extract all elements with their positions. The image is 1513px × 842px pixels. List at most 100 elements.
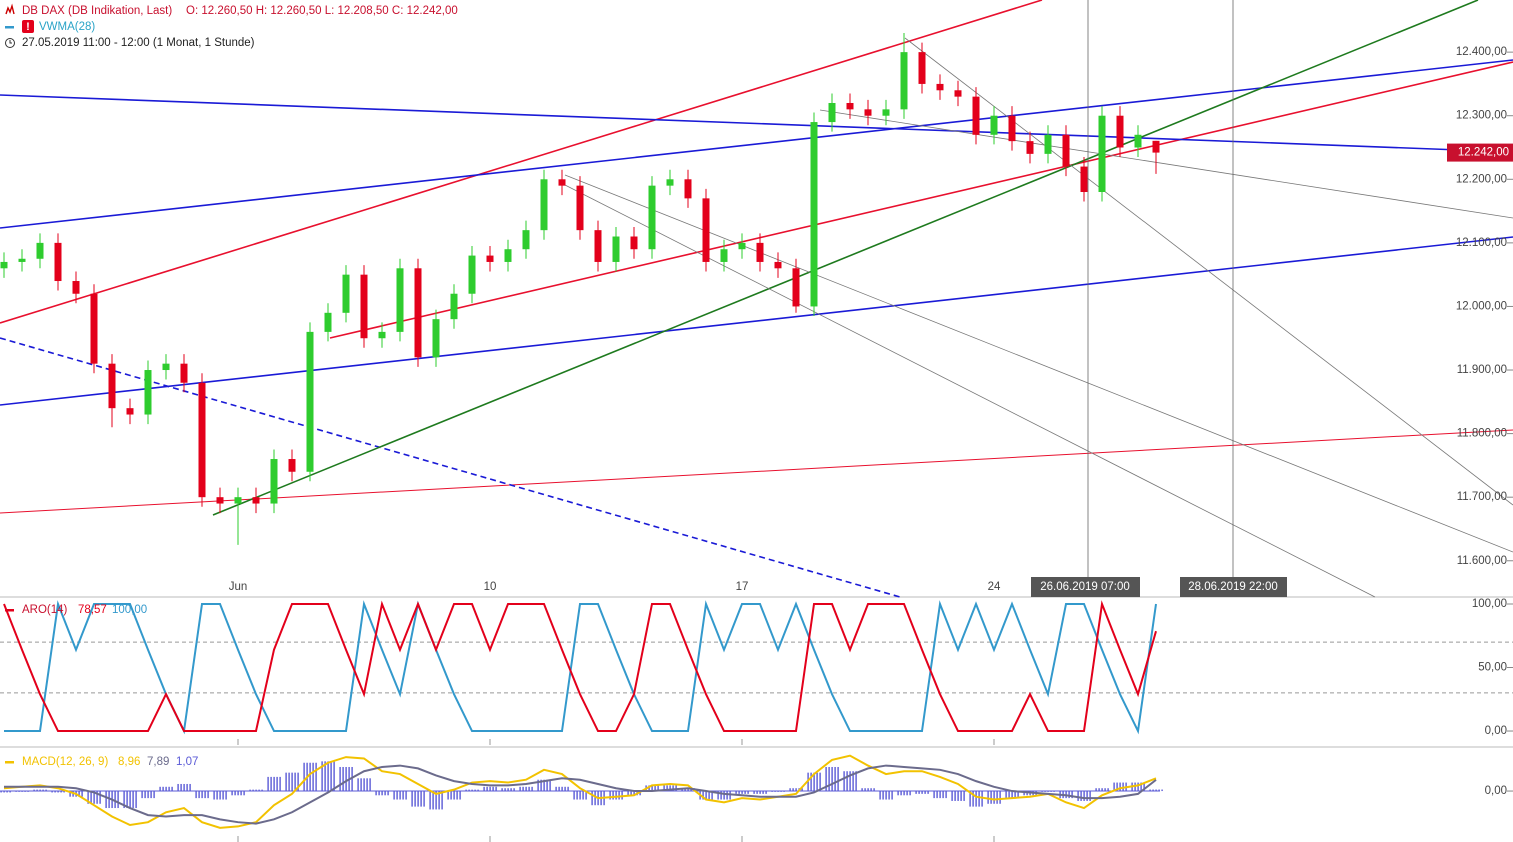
- histogram-bar: [153, 791, 155, 799]
- histogram-bar: [666, 785, 668, 792]
- trend-line: [904, 37, 1513, 506]
- histogram-bar: [396, 791, 398, 800]
- histogram-bar: [573, 791, 575, 800]
- candle-body: [360, 274, 368, 339]
- histogram-bar: [1161, 789, 1163, 792]
- histogram-bar: [924, 791, 926, 794]
- histogram-bar: [345, 766, 347, 792]
- histogram-bar: [759, 791, 761, 794]
- histogram-bar: [477, 789, 479, 792]
- histogram-bar: [1089, 791, 1091, 801]
- histogram-bar: [1116, 782, 1118, 792]
- histogram-bar: [651, 785, 653, 792]
- chart-icon: [5, 3, 15, 15]
- histogram-bar: [996, 791, 998, 804]
- clock-icon: [5, 38, 15, 48]
- histogram-bar: [969, 791, 971, 807]
- candle-body: [378, 331, 386, 339]
- histogram-bar: [963, 791, 965, 801]
- aroon-line: [3, 600, 1157, 733]
- histogram-bar: [381, 791, 383, 796]
- histogram-bar: [129, 791, 131, 809]
- histogram-bar: [960, 791, 962, 801]
- histogram-bar: [486, 786, 488, 792]
- histogram-bar: [981, 791, 983, 807]
- histogram-bar: [531, 786, 533, 792]
- histogram-bar: [333, 761, 335, 792]
- histogram-bar: [3, 791, 5, 793]
- histogram-bar: [873, 788, 875, 792]
- histogram-bar: [795, 788, 797, 792]
- histogram-bar: [441, 791, 443, 810]
- histogram-bar: [1113, 782, 1115, 792]
- ohlc-summary: O: 12.260,50 H: 12.260,50 L: 12.208,50 C…: [186, 5, 458, 17]
- date-markers: 26.06.2019 07:00 28.06.2019 22:00: [1031, 577, 1287, 597]
- histogram-bar: [375, 791, 377, 796]
- y-tick-label: 12.000,00: [1456, 300, 1507, 312]
- candle-body: [324, 312, 332, 332]
- histogram-bar: [429, 791, 431, 810]
- legend-value: 8,96: [118, 756, 140, 768]
- histogram-bar: [852, 771, 854, 792]
- candle-body: [954, 90, 962, 97]
- histogram-bar: [504, 788, 506, 792]
- histogram-bar: [195, 791, 197, 799]
- legend-swatch: [5, 26, 14, 29]
- histogram-bar: [657, 785, 659, 792]
- histogram-bar: [837, 766, 839, 792]
- y-tick-label: 11.900,00: [1457, 364, 1507, 376]
- candle-body: [450, 293, 458, 320]
- histogram-bar: [261, 789, 263, 792]
- histogram-bar: [687, 788, 689, 792]
- histogram-bar: [126, 791, 128, 809]
- histogram-bar: [147, 791, 149, 799]
- histogram-bar: [267, 776, 269, 792]
- histogram-bar: [864, 788, 866, 792]
- histogram-bar: [648, 785, 650, 792]
- x-tick-label: 17: [736, 581, 749, 593]
- histogram-bar: [189, 783, 191, 792]
- histogram-bar: [33, 789, 35, 792]
- candle-body: [234, 497, 242, 504]
- histogram-bar: [813, 772, 815, 792]
- legend-value: 1,07: [176, 756, 198, 768]
- marker-box: [1031, 577, 1140, 597]
- histogram-bar: [825, 766, 827, 792]
- histogram-bar: [330, 761, 332, 792]
- candle-body: [792, 268, 800, 307]
- candle-body: [828, 102, 836, 123]
- histogram-bar: [1077, 791, 1079, 801]
- histogram-bar: [1149, 789, 1151, 792]
- trend-line: [0, 429, 1513, 514]
- legend-value: 78,57: [78, 604, 107, 616]
- histogram-bar: [705, 791, 707, 800]
- trend-line: [564, 174, 1513, 553]
- legend-swatch: [5, 609, 14, 612]
- histogram-bar: [168, 786, 170, 792]
- legend-swatch: [5, 761, 14, 764]
- histogram-bar: [756, 791, 758, 794]
- trend-line: [212, 0, 1479, 516]
- candle-body: [522, 230, 530, 250]
- histogram-bar: [888, 791, 890, 800]
- histogram-bar: [762, 791, 764, 794]
- histogram-bar: [309, 762, 311, 792]
- histogram-bar: [225, 791, 227, 800]
- histogram-bar: [915, 791, 917, 794]
- histogram-bar: [1017, 791, 1019, 799]
- histogram-bar: [942, 791, 944, 799]
- candle-body: [558, 179, 566, 186]
- candle-body: [1116, 115, 1124, 148]
- legend-value: 100,00: [112, 604, 147, 616]
- histogram-bar: [999, 791, 1001, 804]
- histogram-bar: [81, 791, 83, 797]
- histogram-bar: [96, 791, 98, 804]
- histogram-bar: [399, 791, 401, 800]
- candle-body: [1080, 166, 1088, 193]
- histogram-bar: [315, 762, 317, 792]
- candle-body: [882, 109, 890, 116]
- histogram-bar: [921, 791, 923, 794]
- histogram-bar: [150, 791, 152, 799]
- histogram-bar: [549, 779, 551, 792]
